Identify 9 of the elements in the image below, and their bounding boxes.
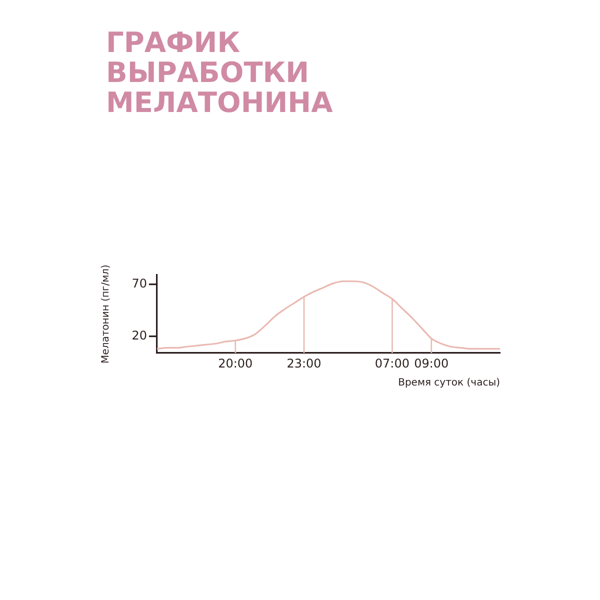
x-tick-label: 09:00 (414, 356, 449, 370)
chart-title: ГРАФИК ВЫРАБОТКИ МЕЛАТОНИНА (106, 26, 333, 119)
y-tick-label: 70 (132, 276, 147, 290)
y-axis-title: Мелатонин (пг/мл) (100, 264, 112, 364)
x-axis-title: Время суток (часы) (398, 378, 500, 389)
x-tick-label: 20:00 (218, 356, 253, 370)
x-tick-label: 07:00 (374, 356, 410, 370)
y-tick-label: 20 (132, 328, 147, 342)
x-tick-label: 23:00 (286, 356, 322, 370)
